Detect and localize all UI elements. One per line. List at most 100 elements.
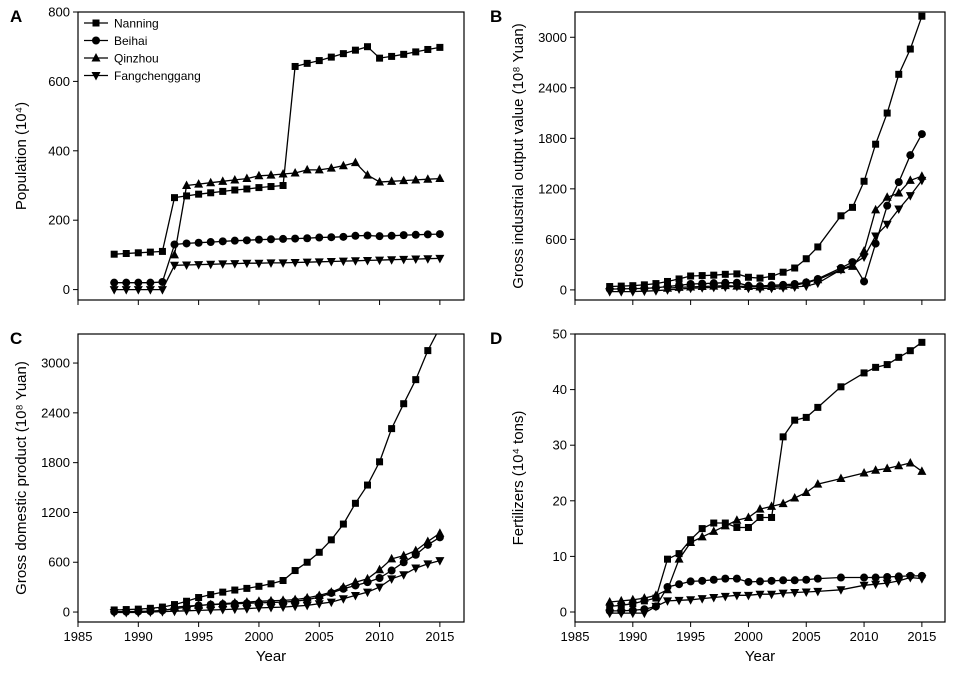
y-tick-label: 0: [63, 282, 70, 297]
data-point-qinzhou: [871, 465, 881, 474]
data-point-qinzhou: [399, 550, 409, 560]
data-point-qinzhou: [801, 487, 811, 496]
data-point-beihai: [871, 239, 880, 248]
data-point-nanning: [664, 277, 671, 285]
data-point-fangchenggang: [278, 259, 288, 268]
data-point-beihai: [675, 580, 684, 589]
data-point-qinzhou: [674, 554, 684, 563]
data-point-nanning: [675, 275, 683, 283]
data-point-qinzhou: [871, 204, 881, 214]
data-point-qinzhou: [314, 164, 324, 174]
series-line-qinzhou: [667, 175, 923, 289]
data-point-qinzhou: [905, 175, 915, 184]
x-tick-label: 2010: [365, 629, 394, 644]
data-point-qinzhou: [411, 174, 421, 184]
data-point-qinzhou: [755, 504, 765, 513]
data-point-nanning: [364, 481, 371, 489]
x-tick-label: 2005: [305, 629, 334, 644]
data-point-qinzhou: [278, 595, 288, 604]
data-point-nanning: [895, 70, 903, 78]
data-point-fangchenggang: [109, 286, 119, 295]
data-point-fangchenggang: [314, 600, 324, 609]
data-point-nanning: [436, 324, 443, 331]
data-point-fangchenggang: [882, 220, 892, 230]
data-point-beihai: [767, 576, 776, 585]
data-point-nanning: [664, 555, 671, 563]
y-axis-label: Fertilizers (10⁴ tons): [510, 411, 527, 546]
data-point-qinzhou: [387, 553, 397, 563]
data-point-nanning: [195, 594, 203, 602]
data-point-fangchenggang: [109, 608, 119, 618]
data-point-beihai: [399, 558, 408, 567]
data-point-nanning: [303, 558, 311, 566]
data-point-beihai: [790, 576, 799, 585]
x-tick-label: 2000: [244, 629, 273, 644]
data-point-nanning: [376, 458, 384, 466]
data-point-beihai: [860, 573, 869, 582]
x-tick-label: 2005: [792, 629, 821, 644]
data-point-fangchenggang: [882, 579, 892, 589]
data-point-nanning: [158, 247, 166, 255]
data-point-qinzhou: [720, 520, 730, 530]
data-point-qinzhou: [363, 170, 372, 179]
data-point-qinzhou: [894, 460, 904, 470]
data-point-qinzhou: [170, 249, 179, 259]
data-point-beihai: [411, 230, 420, 239]
data-point-qinzhou: [616, 595, 626, 605]
data-point-beihai: [315, 233, 324, 242]
data-point-nanning: [744, 273, 752, 281]
data-point-fangchenggang: [686, 596, 696, 605]
x-tick-label: 1985: [561, 629, 590, 644]
data-point-fangchenggang: [314, 258, 324, 267]
data-point-fangchenggang: [194, 606, 204, 616]
data-point-fangchenggang: [170, 261, 179, 271]
data-point-nanning: [279, 181, 287, 189]
data-point-nanning: [412, 48, 420, 56]
data-point-fangchenggang: [732, 591, 742, 601]
data-point-beihai: [242, 236, 251, 245]
data-point-beihai: [303, 234, 312, 243]
data-point-fangchenggang: [230, 605, 240, 615]
plot-frame: [574, 333, 946, 623]
data-point-qinzhou: [350, 577, 360, 586]
data-point-fangchenggang: [743, 284, 753, 294]
plot-frame: [574, 11, 946, 301]
data-point-qinzhou: [230, 174, 240, 184]
data-point-qinzhou: [218, 176, 228, 185]
series-line-nanning: [114, 45, 441, 255]
data-point-fangchenggang: [674, 285, 684, 295]
data-point-beihai: [813, 574, 822, 583]
x-tick-label: 2015: [425, 629, 454, 644]
data-point-qinzhou: [266, 595, 276, 605]
data-point-qinzhou: [338, 582, 348, 591]
data-point-fangchenggang: [871, 232, 881, 241]
data-point-fangchenggang: [639, 287, 649, 297]
legend-marker-nanning: [92, 19, 100, 27]
data-point-nanning: [883, 361, 891, 369]
data-point-nanning: [110, 250, 118, 258]
data-point-fangchenggang: [157, 608, 167, 617]
data-point-qinzhou: [813, 479, 823, 488]
y-tick-label: 1800: [41, 455, 70, 470]
data-point-beihai: [732, 574, 741, 583]
legend-marker-fangchenggang: [91, 72, 101, 81]
data-point-qinzhou: [628, 594, 638, 604]
data-point-fangchenggang: [905, 192, 915, 201]
data-point-fangchenggang: [230, 260, 240, 269]
data-point-nanning: [219, 588, 227, 596]
data-point-qinzhou: [206, 177, 216, 187]
data-point-qinzhou: [375, 177, 385, 186]
data-point-fangchenggang: [697, 595, 707, 604]
data-point-qinzhou: [194, 179, 204, 188]
data-point-fangchenggang: [338, 257, 348, 267]
data-point-fangchenggang: [363, 588, 372, 598]
x-tick-label: 1995: [676, 629, 705, 644]
data-point-fangchenggang: [743, 591, 753, 601]
data-point-qinzhou: [399, 175, 409, 185]
data-point-fangchenggang: [133, 608, 143, 618]
data-point-qinzhou: [314, 590, 324, 599]
data-point-nanning: [906, 45, 914, 53]
data-point-nanning: [802, 255, 810, 263]
data-point-fangchenggang: [290, 602, 300, 612]
